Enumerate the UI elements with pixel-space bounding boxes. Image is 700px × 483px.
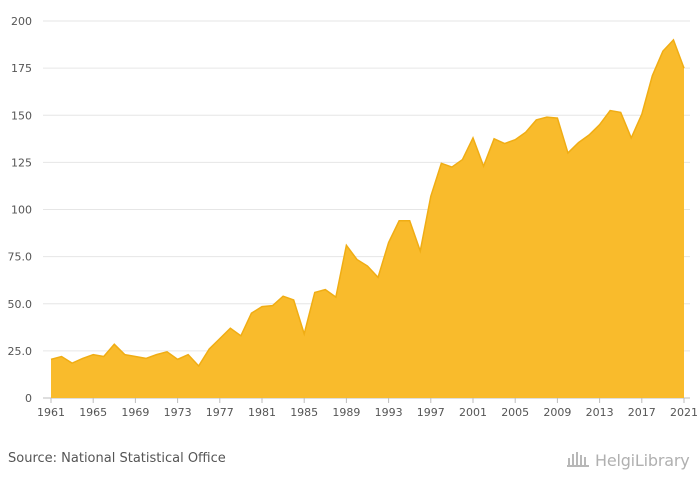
source-note: Source: National Statistical Office — [8, 451, 226, 466]
y-tick-label: 100 — [11, 204, 32, 217]
y-axis-ticks: 0 25.0 50.0 75.0 100 125 150 175 200 — [8, 15, 33, 405]
area-fill — [51, 39, 684, 398]
helgi-library-logo: HelgiLibrary — [567, 448, 690, 472]
x-tick-label: 1965 — [79, 406, 107, 419]
x-tick-label: 2005 — [501, 406, 529, 419]
y-tick-label: 150 — [11, 109, 32, 122]
area-series-layer — [50, 38, 685, 398]
x-tick-label: 1973 — [164, 406, 192, 419]
logo-text: HelgiLibrary — [595, 450, 690, 470]
y-tick-label: 200 — [11, 15, 32, 28]
x-tick-label: 1985 — [290, 406, 318, 419]
x-tick-label: 2013 — [586, 406, 614, 419]
x-tick-label: 1977 — [206, 406, 234, 419]
x-tick-label: 2021 — [670, 406, 698, 419]
y-tick-label: 50.0 — [8, 298, 33, 311]
x-axis-ticks: 1961 1965 1969 1973 1977 1981 1985 1989 1993 1997… — [37, 398, 698, 419]
y-tick-label: 0 — [25, 392, 32, 405]
y-tick-label: 175 — [11, 62, 32, 75]
y-tick-label: 75.0 — [8, 251, 33, 264]
gridlines — [43, 20, 690, 399]
x-tick-label: 2017 — [628, 406, 656, 419]
y-tick-label: 25.0 — [8, 345, 33, 358]
x-tick-label: 2009 — [543, 406, 571, 419]
area-series-line — [50, 38, 685, 368]
x-tick-label: 2001 — [459, 406, 487, 419]
y-tick-label: 125 — [11, 156, 32, 169]
library-icon — [567, 449, 591, 471]
x-tick-label: 1997 — [417, 406, 445, 419]
x-tick-label: 1961 — [37, 406, 65, 419]
x-tick-label: 1989 — [332, 406, 360, 419]
x-tick-label: 1969 — [121, 406, 149, 419]
x-tick-label: 1981 — [248, 406, 276, 419]
x-tick-label: 1993 — [375, 406, 403, 419]
